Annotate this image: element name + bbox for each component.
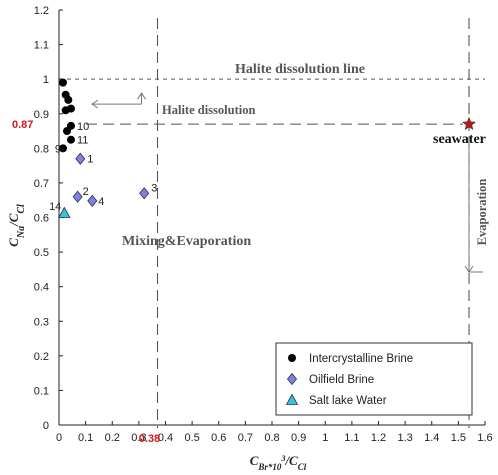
seawater-label: seawater <box>433 132 486 147</box>
x-tick-label: 0.7 <box>238 432 253 444</box>
x-tick-label: 0.2 <box>105 432 120 444</box>
x-tick-label: 1.1 <box>344 432 359 444</box>
data-point-label: 9 <box>55 143 61 155</box>
legend-entry-label: Oilfield Brine <box>309 374 374 386</box>
data-point-circle <box>64 95 73 104</box>
y-tick-label: 0.7 <box>34 178 49 190</box>
data-point-diamond <box>139 187 150 200</box>
legend: Intercrystalline Brine Oilfield Brine Salt… <box>275 342 473 416</box>
y-tick-label: 0 <box>43 420 49 432</box>
data-point-label: 11 <box>77 135 88 147</box>
x-tick-label: 1.4 <box>424 432 439 444</box>
y-tick-label: 0.2 <box>34 351 49 363</box>
x-tick-label: 0.4 <box>158 432 173 444</box>
data-point-label: 1 <box>87 154 93 166</box>
data-point-circle <box>58 144 67 153</box>
data-point-circle <box>66 135 75 144</box>
x-tick-label: 0.8 <box>264 432 279 444</box>
y-tick-label: 0.3 <box>34 316 49 328</box>
tick-labels-layer: 0 0.1 0.2 0.3 0.4 0.5 0.6 0.7 0.8 0.9 1 1.1 1.2 0 0.1 0… <box>34 5 493 444</box>
y-tick-label: 0.9 <box>34 109 49 121</box>
data-point-diamond <box>72 190 83 203</box>
y-axis-title-mid: /C <box>6 213 21 227</box>
data-point-circle <box>58 78 67 87</box>
annotation-evaporation: Evaporation <box>475 179 489 246</box>
legend-box <box>275 342 473 416</box>
x-axis-title-sub2: Cl <box>298 462 307 472</box>
y-axis-title: CNa/CCl <box>6 204 27 247</box>
data-point-diamond <box>75 152 86 165</box>
x-tick-label: 0 <box>56 432 62 444</box>
x-axis-title: CBr*103/CCl <box>250 453 307 472</box>
legend-marker-triangle <box>285 393 299 405</box>
legend-marker-diamond <box>286 372 298 386</box>
y-tick-label: 1.1 <box>34 40 49 52</box>
data-point-label: 3 <box>151 182 157 194</box>
annotation-halite-dissolution-line: Halite dissolution line <box>235 62 365 77</box>
data-point-triangle <box>58 206 71 218</box>
annotation-mixing-evaporation: Mixing&Evaporation <box>122 234 251 249</box>
y-tick-label: 0.6 <box>34 213 49 225</box>
y-tick-label: 1.2 <box>34 5 49 17</box>
y-axis-title-sub: Na <box>16 226 27 239</box>
x-tick-label: 1.5 <box>451 432 466 444</box>
data-point-label: 2 <box>83 186 89 198</box>
x-axis-title-base: C <box>250 453 259 468</box>
y-mark-label: 0.87 <box>12 119 33 131</box>
y-tick-label: 0.8 <box>34 143 49 155</box>
y-tick-label: 0.1 <box>34 385 49 397</box>
data-point-circle <box>62 127 71 136</box>
y-axis-title-base: C <box>6 238 21 247</box>
legend-entry-label: Intercrystalline Brine <box>309 353 413 365</box>
x-axis-title-sub: Br*10 <box>257 462 282 472</box>
x-tick-label: 1 <box>322 432 328 444</box>
y-tick-label: 0.4 <box>34 282 49 294</box>
annotations-layer: Halite dissolution line Halite dissolutio… <box>12 62 489 445</box>
halite-arrow-left-head <box>91 99 99 109</box>
x-mark-label: 0.38 <box>139 433 160 445</box>
x-tick-label: 0.1 <box>78 432 93 444</box>
legend-marker-circle <box>288 354 296 362</box>
data-point-label: 4 <box>98 196 104 208</box>
x-tick-label: 1.2 <box>371 432 386 444</box>
annotation-halite-dissolution: Halite dissolution <box>162 103 255 117</box>
data-point-label: 14 <box>49 201 61 213</box>
data-point-star <box>462 116 476 131</box>
x-axis-title-sup: 3 <box>280 454 285 463</box>
x-tick-label: 1.3 <box>397 432 412 444</box>
data-point-circle <box>61 106 70 115</box>
x-tick-label: 1.6 <box>477 432 492 444</box>
y-tick-label: 1 <box>43 74 49 86</box>
data-points-layer: 10 11 9 1 24 3 14 seawater <box>49 78 486 218</box>
legend-entry-label: Salt lake Water <box>309 395 387 407</box>
halite-arrow-up-head <box>137 92 146 100</box>
x-tick-label: 0.6 <box>211 432 226 444</box>
x-tick-label: 0.3 <box>131 432 146 444</box>
y-tick-label: 0.5 <box>34 247 49 259</box>
data-point-label: 10 <box>77 121 89 133</box>
data-point-diamond <box>87 194 98 208</box>
y-axis-title-sub2: Cl <box>16 204 27 214</box>
x-tick-label: 0.5 <box>184 432 199 444</box>
x-tick-label: 0.9 <box>291 432 306 444</box>
x-axis-title-mid: /C <box>284 453 298 468</box>
